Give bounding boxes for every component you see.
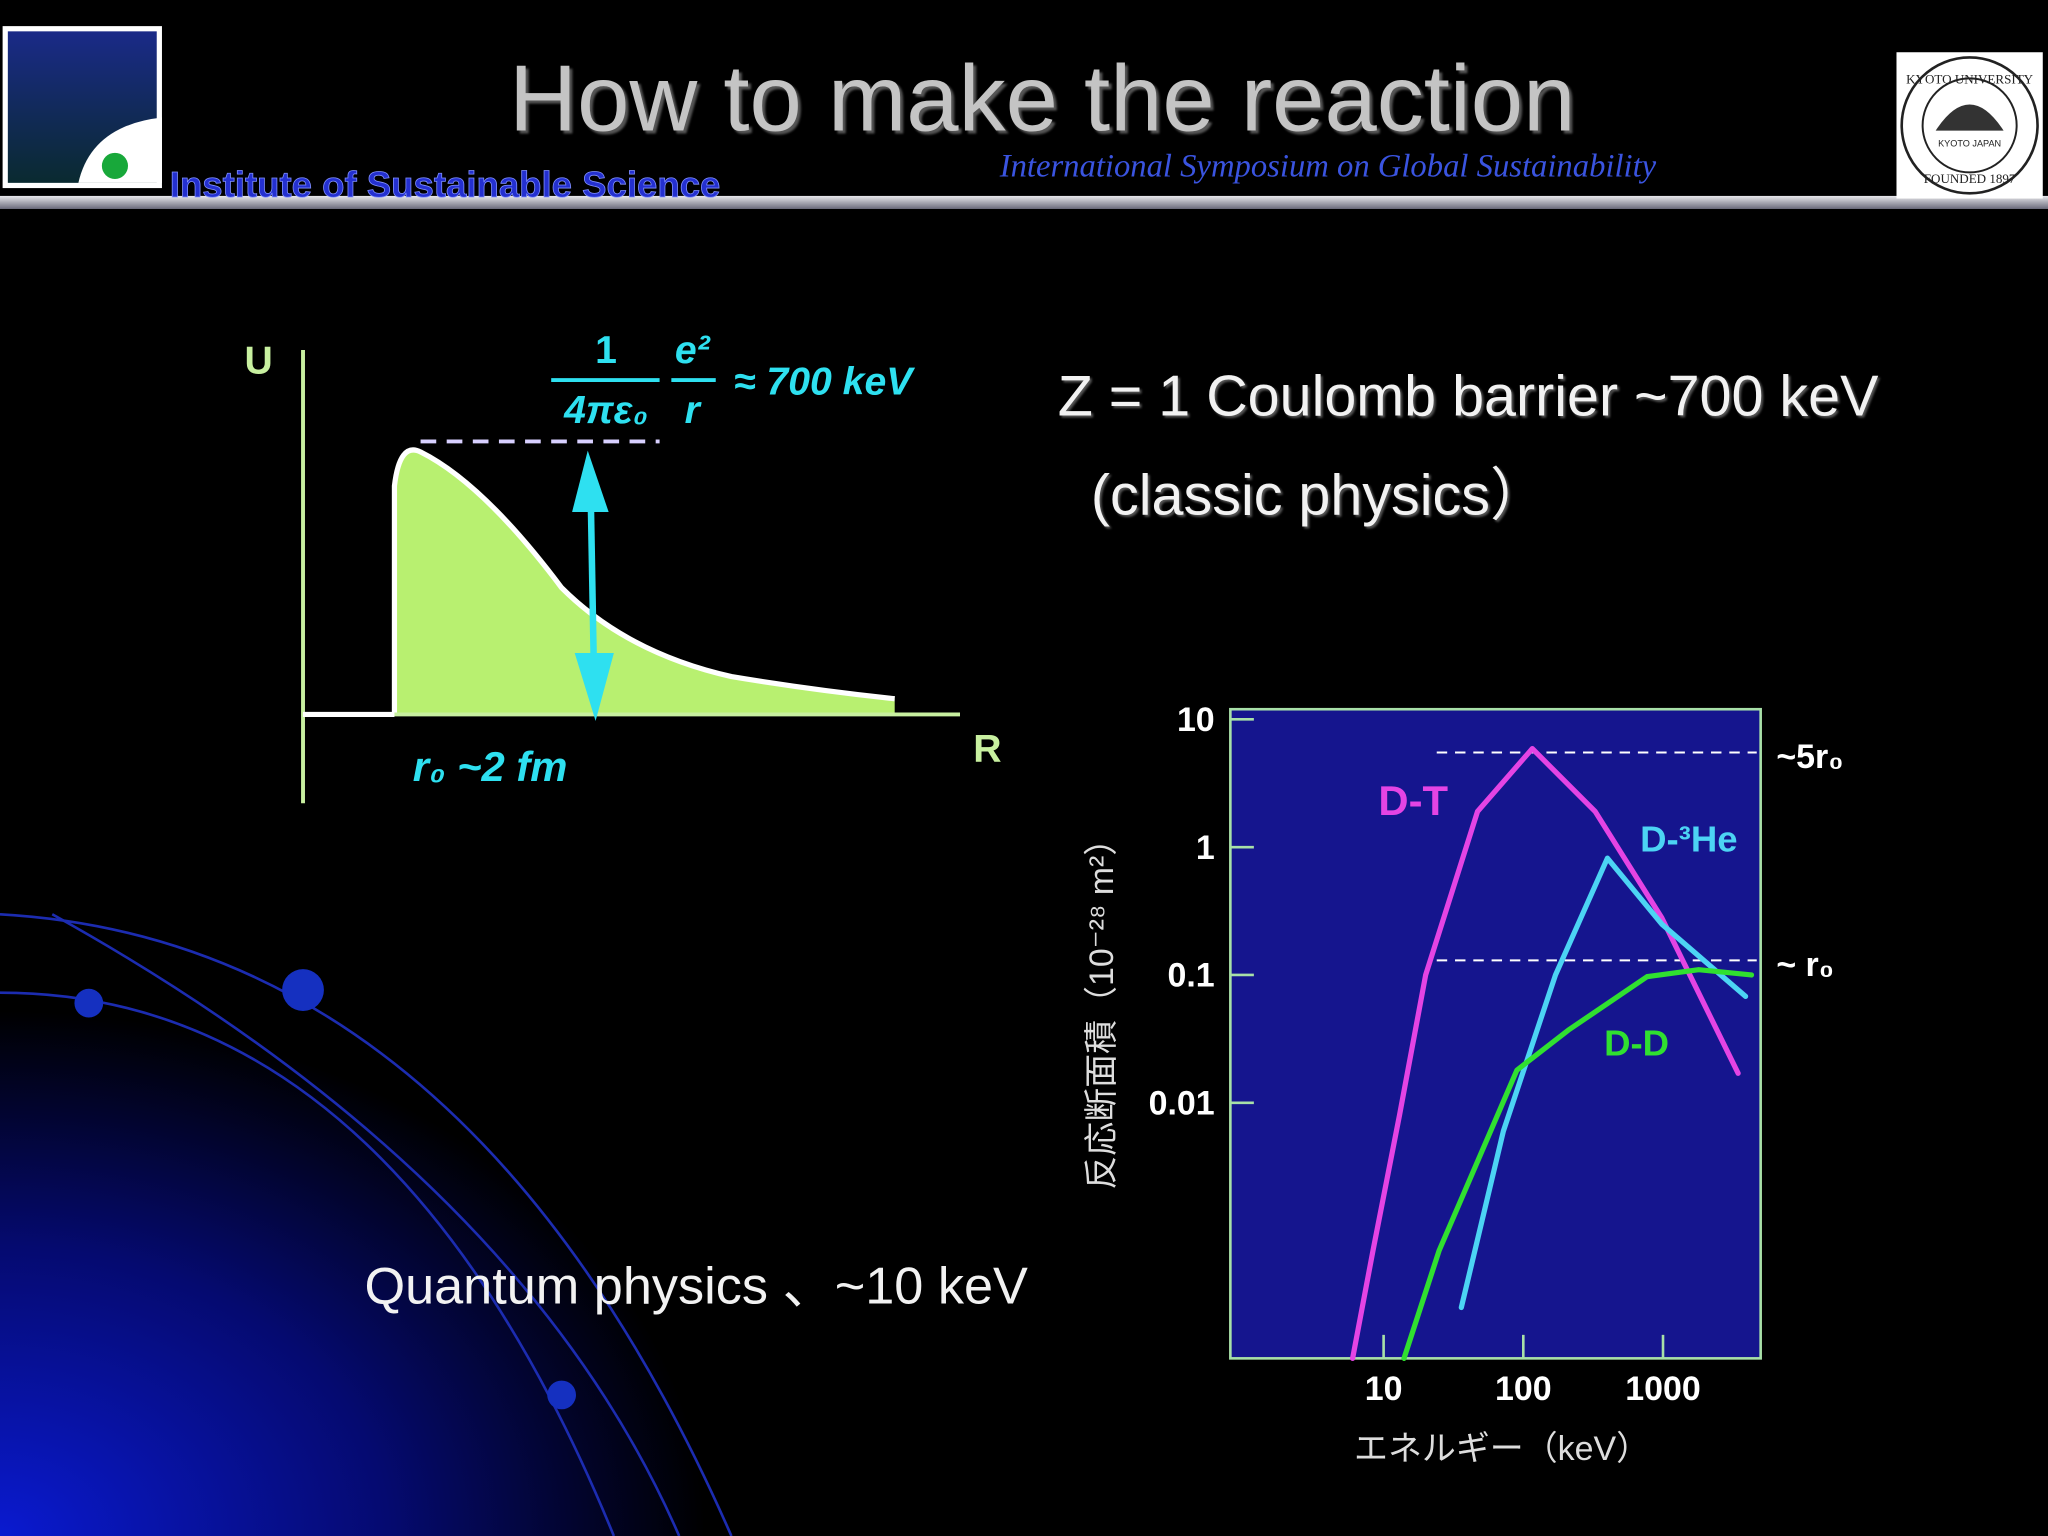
y-axis-label: 反応断面積（10⁻²⁸ m²） xyxy=(1083,822,1121,1190)
radius-label: r₀ ~2 fm xyxy=(413,743,568,790)
formula-value: ≈ 700 keV xyxy=(734,360,915,403)
barrier-area xyxy=(394,449,895,715)
series-line xyxy=(1401,967,1755,1361)
potential-diagram: U R 1 4πε₀ e² r ≈ 700 keV r₀ ~2 fm xyxy=(244,329,1002,804)
background-glow xyxy=(0,835,941,1536)
classic-line-2: (classic physics） xyxy=(1091,464,1548,528)
seal-top: KYOTO UNIVERSITY xyxy=(1906,72,2034,87)
x-tick-label: 100 xyxy=(1495,1370,1552,1408)
series-label: D-³He xyxy=(1640,819,1738,860)
r-label: R xyxy=(973,727,1001,770)
y-tick-label: 1 xyxy=(1196,829,1215,867)
formula-num1: 1 xyxy=(595,329,617,372)
y-tick-label: 0.01 xyxy=(1149,1085,1215,1123)
seal-bottom: FOUNDED 1897 xyxy=(1924,171,2016,186)
seal-tree xyxy=(1935,104,2004,131)
seal-center: KYOTO JAPAN xyxy=(1938,138,2001,148)
x-tick-label: 10 xyxy=(1365,1370,1403,1408)
cross-section-chart: 10 1 0.1 0.01 10 100 1000 エネルギー（keV） 反応断面積（10⁻²⁸… xyxy=(1083,701,1844,1468)
seal-ring xyxy=(1900,56,2039,195)
seal-inner xyxy=(1921,77,2018,174)
quantum-note: Quantum physics 、~10 keV xyxy=(364,1258,1028,1316)
logo-dot xyxy=(101,152,128,179)
series-label: D-T xyxy=(1378,777,1448,824)
series-line xyxy=(1458,855,1749,1311)
series-label: D-D xyxy=(1604,1022,1669,1063)
classic-line-1: Z = 1 Coulomb barrier ~700 keV xyxy=(1058,364,1879,428)
formula-den2: r xyxy=(685,389,703,432)
arrow-head-up xyxy=(572,450,609,512)
series-line xyxy=(1349,746,1741,1361)
x-axis-label: エネルギー（keV） xyxy=(1354,1430,1650,1468)
arrow-head-down xyxy=(574,653,614,721)
y-tick-label: 0.1 xyxy=(1168,957,1215,995)
u-label: U xyxy=(244,340,272,383)
title: How to make the reaction xyxy=(509,46,1575,151)
header-bar xyxy=(0,195,2048,209)
logo-arc xyxy=(78,117,162,183)
y-tick-label: 10 xyxy=(1177,701,1215,739)
reference-label: ~ r₀ xyxy=(1776,946,1834,984)
reference-label: ~5r₀ xyxy=(1776,738,1843,776)
institute: Institute of Sustainable Science xyxy=(170,164,721,205)
decor-arcs xyxy=(0,912,733,1536)
symposium: International Symposium on Global Sustai… xyxy=(999,148,1657,184)
plot-area xyxy=(1229,707,1762,1360)
formula-den1: 4πε₀ xyxy=(563,389,648,432)
decor-dots xyxy=(74,969,576,1410)
x-tick-label: 1000 xyxy=(1625,1370,1701,1408)
barrier-curve xyxy=(391,447,895,715)
formula-num2: e² xyxy=(675,329,711,372)
